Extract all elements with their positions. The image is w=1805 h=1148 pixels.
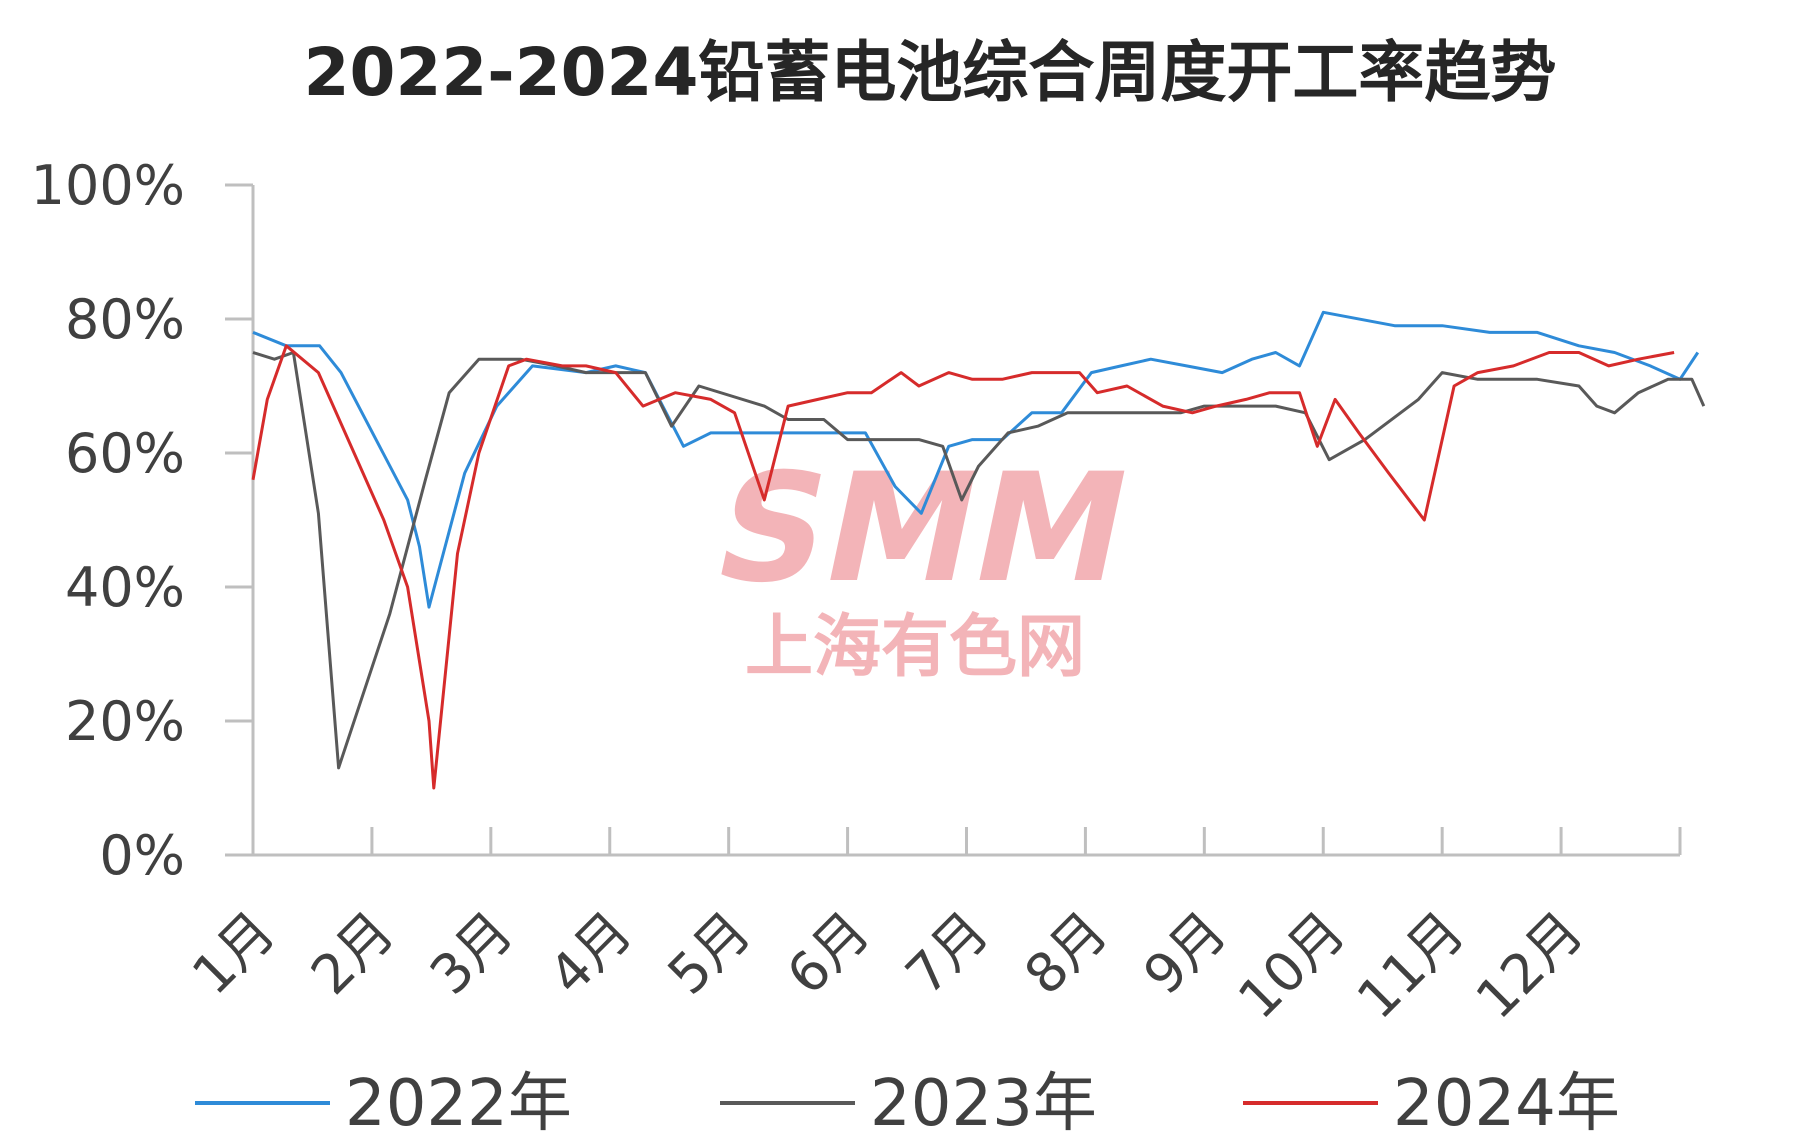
x-tick-label: 11月 — [1345, 900, 1476, 1031]
smm-watermark: SMM 上海有色网 — [701, 441, 1145, 687]
watermark-text: 上海有色网 — [745, 608, 1085, 687]
x-tick-label: 10月 — [1226, 900, 1357, 1031]
legend-label-2: 2024年 — [1393, 1067, 1620, 1141]
y-tick-label: 20% — [65, 690, 185, 753]
y-tick-label: 100% — [31, 154, 185, 217]
y-tick-label: 60% — [65, 422, 185, 485]
x-tick-label: 4月 — [537, 900, 644, 1007]
axes — [225, 183, 1682, 857]
x-tick-label: 1月 — [180, 900, 287, 1007]
y-tick-label: 40% — [65, 556, 185, 619]
x-tick-label: 5月 — [656, 900, 763, 1007]
y-tick-label: 0% — [99, 824, 185, 887]
x-tick-label: 7月 — [894, 900, 1001, 1007]
watermark-logo: SMM — [701, 441, 1145, 616]
series-line-2 — [251, 344, 1675, 790]
y-axis-labels: 0% 20% 40% 60% 80% 100% — [31, 154, 185, 887]
series-lines — [251, 310, 1706, 790]
y-tick-label: 80% — [65, 288, 185, 351]
x-tick-label: 2月 — [299, 900, 406, 1007]
legend-label-1: 2023年 — [870, 1067, 1097, 1141]
chart-title: 2022-2024铅蓄电池综合周度开工率趋势 — [304, 34, 1557, 111]
x-tick-label: 3月 — [418, 900, 525, 1007]
x-tick-label: 6月 — [775, 900, 882, 1007]
series-line-1 — [252, 351, 1706, 770]
x-tick-label: 12月 — [1464, 900, 1595, 1031]
legend-label-0: 2022年 — [345, 1067, 572, 1141]
legend: 2022年 2023年 2024年 — [195, 1067, 1620, 1141]
x-tick-label: 8月 — [1013, 900, 1120, 1007]
series-line-0 — [252, 310, 1700, 609]
x-tick-label: 9月 — [1131, 900, 1238, 1007]
